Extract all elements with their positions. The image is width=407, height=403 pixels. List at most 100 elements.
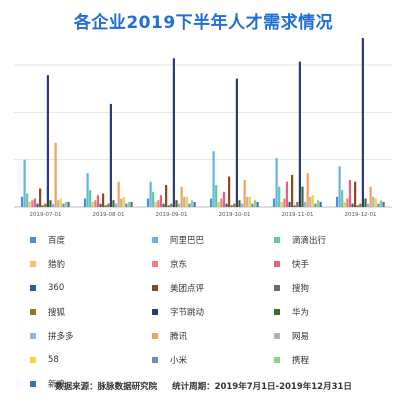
bar [351, 203, 354, 207]
bar [175, 200, 178, 207]
legend-swatch [274, 237, 280, 243]
legend-swatch [152, 333, 158, 339]
legend-item: 携程 [274, 348, 396, 372]
bar [54, 142, 57, 207]
x-tick-label: 2019-09-01 [156, 212, 188, 218]
legend-swatch [274, 357, 280, 363]
legend-swatch [152, 357, 158, 363]
bar [228, 176, 231, 207]
bar [94, 200, 97, 207]
legend-item: 网易 [274, 324, 396, 348]
bar [26, 193, 29, 207]
legend-item: 快手 [274, 252, 396, 276]
legend-label: 猎豹 [48, 260, 66, 270]
legend-swatch [30, 285, 36, 291]
legend-label: 百度 [48, 236, 66, 246]
legend-item: 腾讯 [152, 324, 274, 348]
x-tick-label: 2019-11-01 [282, 212, 314, 218]
bar [251, 203, 254, 207]
bar [49, 200, 52, 207]
legend-swatch [274, 333, 280, 339]
legend-row: 百度 阿里巴巴 滴滴出行 [30, 228, 400, 252]
legend-swatch [30, 333, 36, 339]
bar [185, 196, 188, 207]
bar [125, 203, 128, 207]
bar [149, 181, 152, 207]
bar [256, 201, 259, 207]
bar [361, 38, 364, 207]
bar [33, 198, 37, 207]
bar [343, 201, 346, 207]
bar [354, 181, 357, 207]
bar [278, 186, 281, 207]
bar [369, 186, 372, 207]
bar [57, 200, 60, 207]
legend-item: 阿里巴巴 [152, 228, 274, 252]
legend-row: 猎豹 京东 快手 [30, 252, 400, 276]
bar [296, 201, 299, 207]
bar [31, 200, 34, 207]
gridlines [14, 64, 392, 208]
bar [382, 201, 385, 207]
bar [130, 201, 133, 207]
legend-item: 360 [30, 276, 152, 300]
legend-swatch [152, 237, 158, 243]
legend-swatch [30, 261, 36, 267]
bar [36, 203, 39, 207]
bar [235, 78, 238, 207]
legend: 百度 阿里巴巴 滴滴出行 猎豹 京东 快手 360 美团点评 搜狗 搜狐 字节跳动 华为 拼多多 腾讯 网易… [30, 228, 400, 396]
bar [240, 203, 244, 207]
legend-label: 快手 [292, 260, 310, 270]
bar-series [20, 38, 385, 208]
x-tick-label: 2019-10-01 [219, 212, 251, 218]
legend-label: 搜狗 [292, 284, 310, 294]
legend-label: 京东 [170, 260, 188, 270]
bar [188, 203, 191, 207]
legend-label: 新浪 [48, 380, 66, 390]
x-tick-label: 2019-07-01 [30, 212, 62, 218]
bar [44, 203, 47, 207]
bar [99, 203, 102, 207]
bar [285, 181, 289, 207]
legend-item: 小米 [152, 348, 274, 372]
legend-item: 拼多多 [30, 324, 152, 348]
bar [177, 203, 181, 207]
bar [225, 203, 228, 207]
bar [51, 203, 55, 207]
bar [159, 195, 163, 207]
bar [167, 205, 170, 207]
bar [109, 103, 112, 207]
bar [157, 200, 160, 207]
x-tick-label: 2019-12-01 [345, 212, 377, 218]
bar [309, 196, 312, 207]
legend-swatch [274, 261, 280, 267]
bar [346, 198, 349, 207]
stat-period: 统计周期：2019年7月1日-2019年12月31日 [172, 382, 352, 392]
footer: 数据来源：脉脉数据研究院 统计周期：2019年7月1日-2019年12月31日 [0, 380, 407, 392]
legend-item: 百度 [30, 228, 152, 252]
legend-item: 美团点评 [152, 276, 274, 300]
legend-label: 阿里巴巴 [170, 236, 205, 246]
bar [209, 198, 213, 207]
legend-item: 滴滴出行 [274, 228, 396, 252]
x-tick-label: 2019-08-01 [93, 212, 125, 218]
bar [183, 196, 186, 207]
bar [377, 203, 380, 207]
legend-label: 搜狐 [48, 308, 66, 318]
bar [114, 203, 118, 207]
bar [248, 196, 251, 207]
legend-label: 网易 [292, 332, 310, 342]
bar [180, 186, 183, 207]
legend-label: 拼多多 [48, 332, 74, 342]
bar [83, 198, 87, 207]
bar [306, 173, 309, 207]
bar [372, 196, 375, 207]
bar [122, 196, 125, 207]
bar [359, 203, 362, 207]
legend-swatch [274, 309, 280, 315]
bar [288, 201, 291, 207]
bar [86, 173, 89, 207]
legend-item: 猎豹 [30, 252, 152, 276]
legend-swatch [30, 357, 36, 363]
